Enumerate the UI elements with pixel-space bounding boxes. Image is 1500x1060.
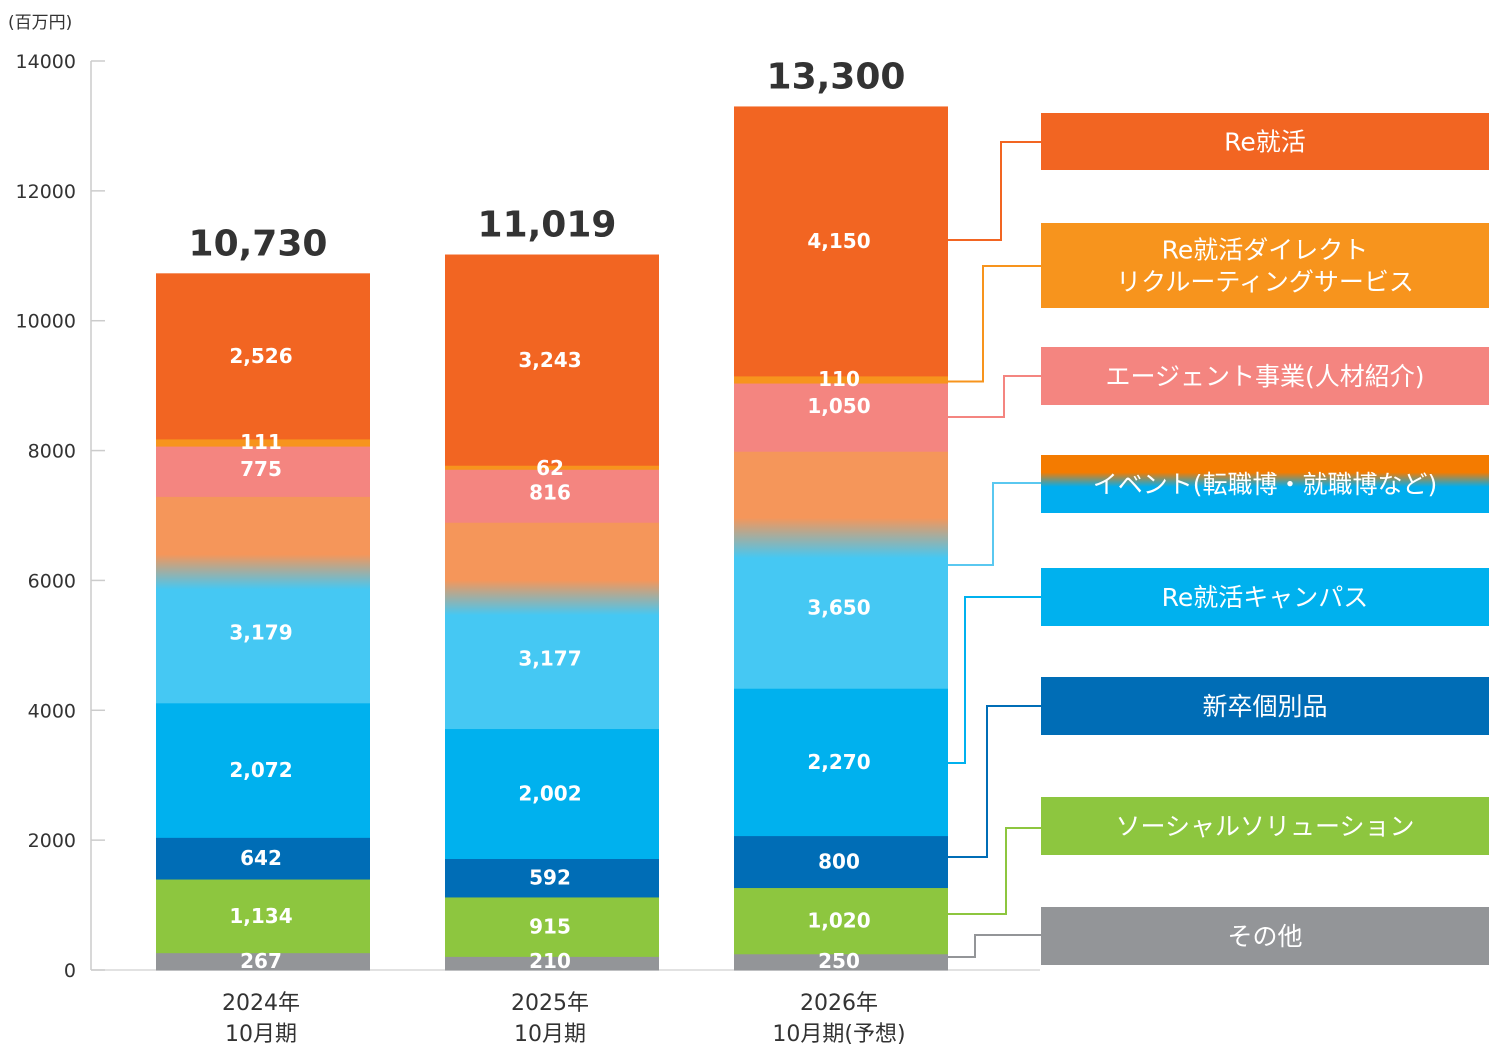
bar-segment: [156, 496, 370, 704]
segment-value-label: 2,072: [229, 758, 292, 782]
bar-segment: [734, 953, 948, 971]
bar-segment: [156, 702, 370, 838]
segment-value-label: 210: [529, 949, 571, 973]
bars: 267 1,134 642 2,072 3,179 775 111 2,526 10,730 21…: [156, 56, 948, 973]
legend-swatch: [1041, 677, 1489, 735]
legend-label: その他: [1227, 922, 1302, 951]
bar-segment: [734, 835, 948, 889]
legend-label: Re就活キャンパス: [1162, 583, 1369, 612]
category-label: 10月期: [225, 1022, 297, 1047]
segment-value-label: 1,050: [807, 394, 870, 418]
legend-swatch: [1041, 347, 1489, 405]
segment-value-label: 4,150: [807, 229, 870, 253]
legend-connector-line: [948, 141, 1041, 241]
bar-segment: [156, 837, 370, 880]
legend-swatch: [1041, 907, 1489, 965]
legend-label: エージェント事業(人材紹介): [1105, 362, 1424, 391]
legend-connector-line: [948, 596, 1041, 764]
segment-value-label: 1,020: [807, 909, 870, 933]
x-axis-categories: 2024年 10月期 2025年 10月期 2026年 10月期(予想): [222, 991, 906, 1047]
legend-connector-line: [948, 934, 1041, 958]
bar-segment: [156, 952, 370, 971]
legend-swatch: [1041, 797, 1489, 855]
segment-value-label: 62: [536, 456, 564, 480]
y-tick-label: 0: [64, 960, 76, 982]
legend-swatch: [1041, 223, 1489, 308]
segment-value-label: 3,177: [518, 646, 581, 670]
segment-value-label: 111: [240, 430, 282, 454]
bar-segment: [156, 274, 370, 440]
y-tick-label: 8000: [28, 441, 76, 463]
legend-connector-line: [948, 265, 1041, 383]
bar-segment: [445, 254, 659, 256]
bar-segment: [156, 879, 370, 954]
bar-segment: [734, 887, 948, 955]
y-tick-label: 14000: [16, 51, 76, 73]
bar-segment: [445, 254, 659, 466]
segment-value-label: 2,002: [518, 782, 581, 806]
bar-segment: [734, 451, 948, 689]
legend-swatch: [1041, 455, 1489, 513]
segment-value-label: 1,134: [229, 904, 292, 928]
legend-label: 新卒個別品: [1202, 692, 1327, 721]
bar-segment: [734, 383, 948, 452]
segment-value-label: 3,179: [229, 621, 292, 645]
bar-segment: [445, 896, 659, 957]
category-label: 10月期: [514, 1022, 586, 1047]
segment-value-label: 2,526: [229, 344, 292, 368]
category-label: 2024年: [222, 991, 300, 1016]
legend-label: Re就活ダイレクト: [1162, 236, 1369, 265]
y-axis-unit-label: (百万円): [8, 13, 72, 33]
bar-total-label: 10,730: [189, 223, 328, 264]
legend-connector-line: [948, 827, 1041, 915]
legend-label: イベント(転職博・就職博など): [1093, 470, 1438, 499]
segment-value-label: 110: [818, 367, 860, 391]
bar-segment: [445, 728, 659, 860]
bar-segment: [445, 465, 659, 470]
bar-segment: [156, 438, 370, 447]
legend-connector-line: [948, 375, 1041, 418]
segment-value-label: 775: [240, 457, 282, 481]
segment-value-label: 800: [818, 850, 860, 874]
bar-segment: [156, 273, 370, 276]
y-tick-label: 6000: [28, 570, 76, 592]
y-tick-label: 10000: [16, 311, 76, 333]
legend-label: ソーシャルソリューション: [1115, 812, 1414, 841]
legend-swatch: [1041, 568, 1489, 626]
legend-connector-line: [948, 705, 1041, 858]
category-label: 2025年: [511, 991, 589, 1016]
segment-value-label: 642: [240, 846, 282, 870]
segment-value-label: 267: [240, 949, 282, 973]
segment-value-label: 3,243: [518, 348, 581, 372]
legend-swatch: [1041, 113, 1489, 170]
legend-label: リクルーティングサービス: [1116, 268, 1414, 297]
legend-connectors: [948, 141, 1041, 958]
segment-value-label: 816: [529, 480, 571, 504]
bar-segment: [445, 858, 659, 898]
bar-segment: [445, 956, 659, 971]
bar-segment: [734, 106, 948, 377]
category-label: 2026年: [800, 991, 878, 1016]
bar-segment: [734, 375, 948, 384]
legend-connector-line: [948, 482, 1041, 566]
bar-segment: [445, 522, 659, 730]
bar-segment: [734, 688, 948, 837]
bar-total-label: 13,300: [767, 56, 906, 97]
segment-value-label: 3,650: [807, 596, 870, 620]
legend-label: Re就活: [1224, 128, 1306, 157]
segment-value-label: 592: [529, 866, 571, 890]
y-tick-label: 4000: [28, 700, 76, 722]
segment-value-label: 2,270: [807, 750, 870, 774]
bar-segment: [445, 469, 659, 523]
segment-value-label: 915: [529, 915, 571, 939]
bar-total-label: 11,019: [478, 205, 617, 246]
y-tick-label: 2000: [28, 830, 76, 852]
y-tick-label: 12000: [16, 181, 76, 203]
bar-segment: [156, 446, 370, 497]
category-label: 10月期(予想): [772, 1022, 905, 1047]
segment-value-label: 250: [818, 949, 860, 973]
